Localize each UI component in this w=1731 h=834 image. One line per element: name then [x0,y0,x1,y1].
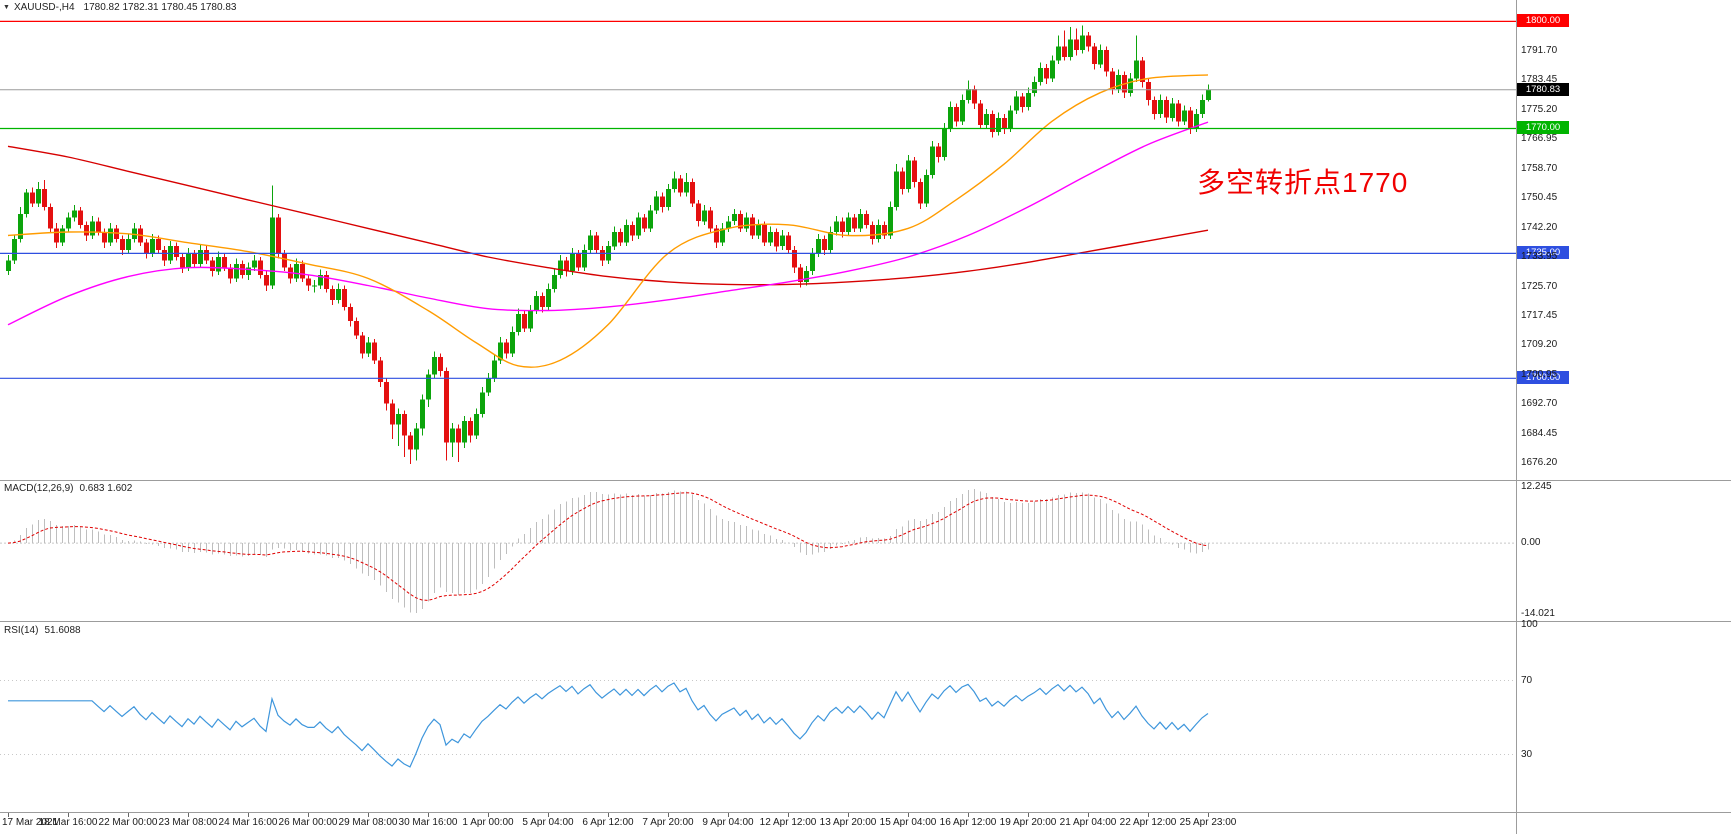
price-axis-label: 1742.20 [1521,222,1558,233]
ma-magenta-line[interactable] [7,121,1209,326]
macd-signal-line [7,492,1209,601]
price-tag-1800.00[interactable]: 1800.00 [1517,14,1569,27]
price-tag-1770.00[interactable]: 1770.00 [1517,121,1569,134]
time-axis-label: 15 Apr 04:00 [879,817,937,828]
rsi-axis-label: 100 [1521,619,1538,630]
price-tag-1700.00[interactable]: 1700.00 [1517,371,1569,384]
ma-red-line[interactable] [7,145,1209,286]
time-axis-label: 16 Apr 12:00 [939,817,997,828]
macd-name: MACD(12,26,9) [4,483,74,494]
macd-axis-label: 0.00 [1521,537,1541,548]
time-axis-label: 5 Apr 04:00 [522,817,574,828]
price-axis-label: 1700.95 [1521,369,1558,380]
time-axis-label: 7 Apr 20:00 [642,817,694,828]
time-axis-label: 17 Mar 2021 [2,817,59,828]
macd-panel-area[interactable] [0,481,1516,621]
price-axis-label: 1725.70 [1521,281,1558,292]
ma-orange-line[interactable] [7,74,1209,368]
price-axis-label: 1717.45 [1521,310,1558,321]
macd-values: 0.683 1.602 [79,483,133,494]
collapse-arrow-icon[interactable]: ▼ [3,4,10,11]
time-axis-label: 24 Mar 16:00 [218,817,278,828]
time-axis-label: 29 Mar 08:00 [338,817,398,828]
price-axis-label: 1791.70 [1521,45,1558,56]
time-axis-label: 6 Apr 12:00 [582,817,634,828]
macd-histogram [14,489,1209,613]
rsi-panel-area[interactable] [0,622,1516,812]
time-axis-label: 12 Apr 12:00 [759,817,817,828]
price-axis-label: 1684.45 [1521,428,1558,439]
rsi-indicator-label: RSI(14) 51.6088 [4,625,81,636]
time-axis-label: 26 Mar 00:00 [278,817,338,828]
time-axis-label: 30 Mar 16:00 [398,817,458,828]
time-axis-label: 23 Mar 08:00 [158,817,218,828]
price-axis-label: 1766.95 [1521,133,1558,144]
rsi-value: 51.6088 [44,625,81,636]
main-chart-area[interactable] [0,0,1516,480]
time-axis-label: 25 Apr 23:00 [1179,817,1237,828]
price-axis-label: 1709.20 [1521,339,1558,350]
time-axis-label: 9 Apr 04:00 [702,817,754,828]
time-axis-label: 13 Apr 20:00 [819,817,877,828]
rsi-axis-label: 30 [1521,749,1533,760]
price-axis-label: 1775.20 [1521,104,1558,115]
rsi-axis-label: 70 [1521,675,1533,686]
price-tag-1735.00[interactable]: 1735.00 [1517,246,1569,259]
time-axis-label: 22 Apr 12:00 [1119,817,1177,828]
ohlc-values: 1780.82 1782.31 1780.45 1780.83 [83,2,237,13]
time-axis-label: 22 Mar 00:00 [98,817,158,828]
macd-axis-label: 12.245 [1521,481,1552,492]
time-axis-label: 21 Apr 04:00 [1059,817,1117,828]
price-axis-label: 1676.20 [1521,457,1558,468]
candles-series [6,25,1211,464]
price-axis-label: 1733.95 [1521,251,1558,262]
chart-title: ▼ XAUUSD-,H4 1780.82 1782.31 1780.45 1780.… [3,2,236,13]
price-axis-label: 1758.70 [1521,163,1558,174]
time-axis-label: 19 Apr 20:00 [999,817,1057,828]
macd-axis-label: -14.021 [1521,608,1555,619]
price-axis-label: 1750.45 [1521,192,1558,203]
current-price-tag: 1780.83 [1517,83,1569,96]
price-axis-label: 1692.70 [1521,398,1558,409]
symbol-period-label: XAUUSD-,H4 [13,2,75,13]
annotation-text[interactable]: 多空转折点1770 [1197,167,1409,198]
rsi-name: RSI(14) [4,625,39,636]
rsi-line [8,682,1209,768]
macd-indicator-label: MACD(12,26,9) 0.683 1.602 [4,483,132,494]
price-axis-label: 1783.45 [1521,74,1558,85]
time-axis-label: 1 Apr 00:00 [462,817,514,828]
time-axis-label: 18 Mar 16:00 [38,817,98,828]
